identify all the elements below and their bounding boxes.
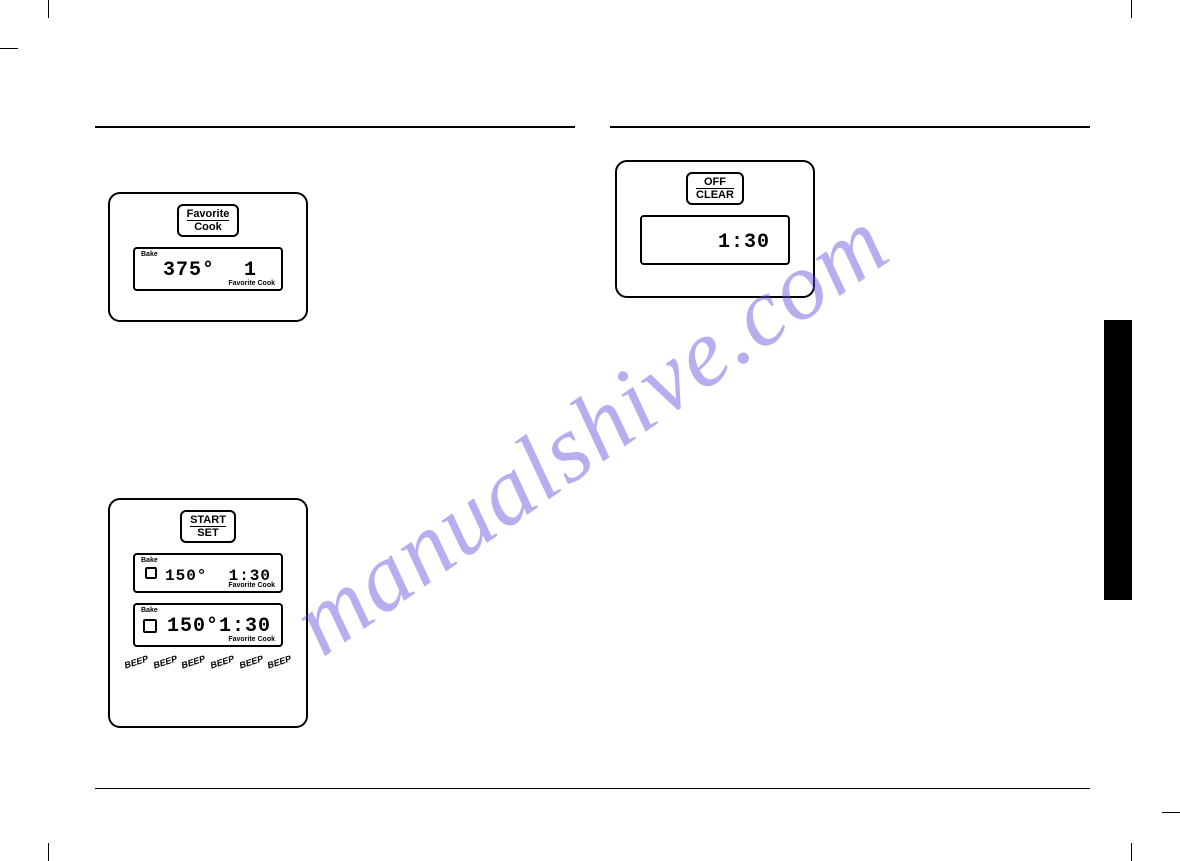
favorite-cook-button[interactable]: Favorite Cook [177, 204, 240, 237]
off-clear-button[interactable]: OFF CLEAR [686, 172, 744, 205]
button-label-line2: SET [190, 526, 226, 539]
lcd-heat-icon [143, 619, 157, 633]
lcd-sublabel: Favorite Cook [228, 280, 275, 287]
lcd-temp: 375° [163, 259, 215, 282]
lcd-heat-icon [145, 567, 157, 579]
beep-label: BEEP [238, 654, 264, 671]
start-set-button[interactable]: START SET [180, 510, 236, 543]
header-rule-right [610, 126, 1090, 128]
beep-label: BEEP [266, 654, 292, 671]
lcd-mode: Bake [141, 251, 158, 258]
crop-mark [0, 48, 18, 49]
panel-favorite-cook: Favorite Cook Bake 375° 1 Favorite Cook [108, 192, 308, 322]
footer-rule [95, 788, 1090, 789]
button-label-line2: Cook [187, 220, 230, 233]
lcd-temp: 150° [167, 615, 219, 638]
lcd-mode: Bake [141, 607, 158, 614]
button-label-line1: OFF [696, 176, 734, 188]
lcd-time: 1:30 [219, 615, 271, 638]
section-tab [1104, 320, 1132, 600]
crop-mark [48, 0, 49, 18]
beep-label: BEEP [124, 654, 150, 671]
crop-mark [1131, 843, 1132, 861]
beep-label: BEEP [152, 654, 178, 671]
crop-mark [1162, 812, 1180, 813]
lcd-sublabel: Favorite Cook [228, 636, 275, 643]
lcd-time: 1:30 [718, 231, 770, 254]
crop-mark [48, 843, 49, 861]
lcd-display: Bake 375° 1 Favorite Cook [133, 247, 283, 291]
lcd-time: 1 [244, 259, 257, 282]
lcd-display: 1:30 [640, 215, 790, 265]
crop-mark [1131, 0, 1132, 18]
button-label-line1: Favorite [187, 208, 230, 220]
lcd-display: Bake 150° 1:30 Favorite Cook [133, 553, 283, 593]
header-rule-left [95, 126, 575, 128]
lcd-display: Bake 150° 1:30 Favorite Cook [133, 603, 283, 647]
button-label-line1: START [190, 514, 226, 526]
beep-row: BEEP BEEP BEEP BEEP BEEP BEEP [124, 657, 291, 667]
beep-label: BEEP [209, 654, 235, 671]
beep-label: BEEP [181, 654, 207, 671]
lcd-mode: Bake [141, 557, 158, 564]
button-label-line2: CLEAR [696, 188, 734, 201]
lcd-sublabel: Favorite Cook [228, 582, 275, 589]
panel-start-set: START SET Bake 150° 1:30 Favorite Cook B… [108, 498, 308, 728]
panel-off-clear: OFF CLEAR 1:30 [615, 160, 815, 298]
lcd-temp: 150° [165, 567, 207, 585]
